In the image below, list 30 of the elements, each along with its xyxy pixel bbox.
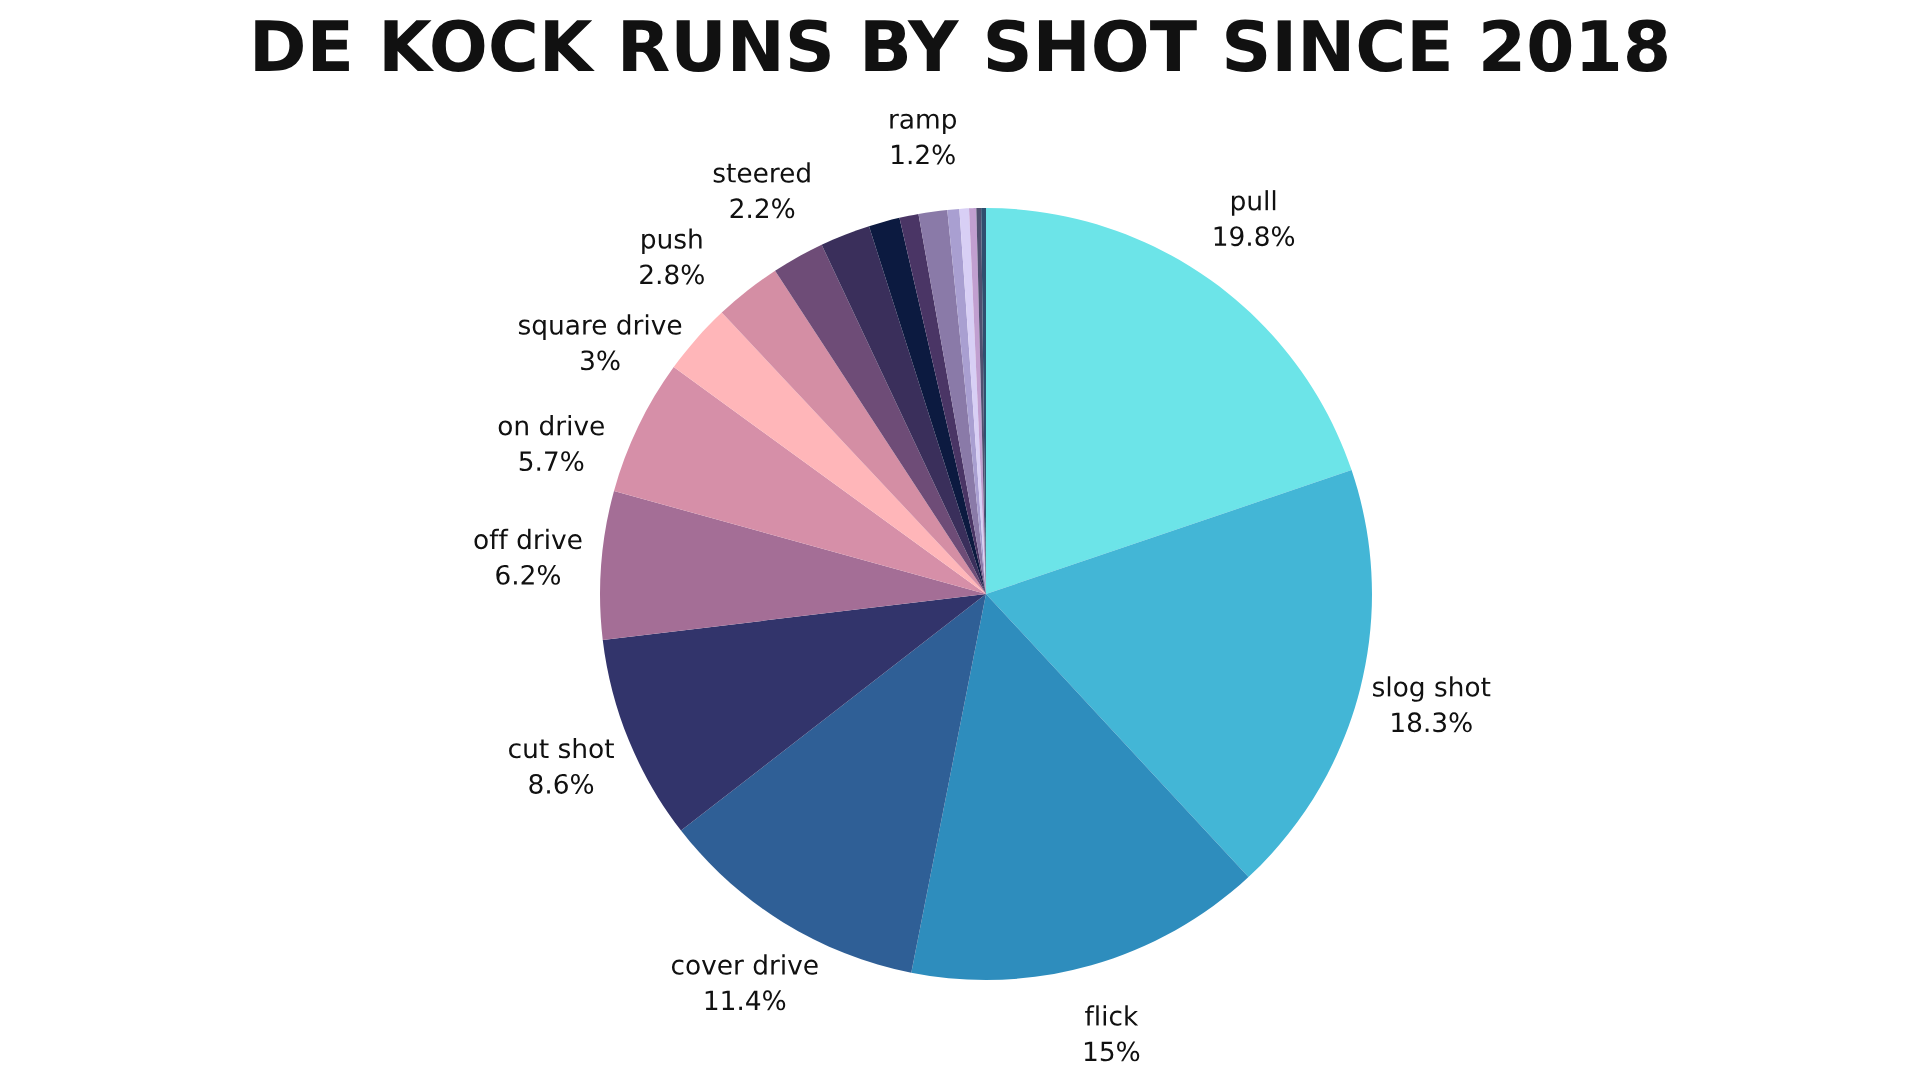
slice-label: square drive [518, 314, 682, 340]
data-label: 5.7% [519, 451, 584, 472]
slice-label: ramp [890, 113, 956, 135]
slice-label: push [642, 228, 702, 254]
pie-slice [918, 209, 986, 594]
data-label: 2.2% [730, 198, 795, 219]
slice-label: off drive [474, 528, 582, 550]
pie-slice [775, 244, 986, 594]
slice-label: on drive [498, 415, 604, 436]
pie-slice [600, 490, 986, 640]
slice-label: pull [1231, 190, 1276, 216]
slice-label: steered [713, 162, 810, 183]
data-label: 8.6% [529, 773, 594, 794]
data-label: 1.2% [892, 144, 955, 165]
pie-slice [986, 470, 1372, 878]
data-label: 3% [581, 350, 620, 371]
pie-slice [899, 213, 986, 594]
data-label: 19.8% [1214, 226, 1295, 247]
pie-slice [821, 226, 986, 594]
slice-label: flick [1085, 1005, 1139, 1026]
data-label: 15% [1084, 1041, 1140, 1062]
slice-label: cut shot [509, 737, 614, 759]
data-label: 18.3% [1392, 712, 1472, 733]
slice-label: cover drive [671, 954, 818, 975]
data-label: 6.2% [496, 564, 561, 585]
pie-slice [911, 594, 1249, 980]
data-label: 2.8% [640, 264, 704, 285]
data-label: 11.4% [705, 990, 786, 1011]
chart-title: DE KOCK RUNS BY SHOT SINCE 2018 [255, 19, 1667, 72]
slice-label: slog shot [1373, 676, 1491, 702]
